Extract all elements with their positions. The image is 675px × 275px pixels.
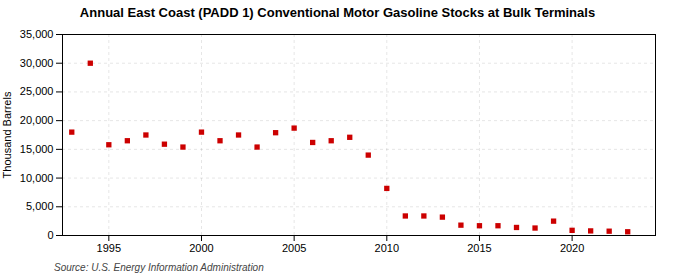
svg-text:30,000: 30,000 <box>20 57 54 69</box>
svg-text:15,000: 15,000 <box>20 143 54 155</box>
svg-text:5,000: 5,000 <box>26 200 54 212</box>
svg-text:2015: 2015 <box>467 242 491 254</box>
svg-text:2005: 2005 <box>282 242 306 254</box>
html-text:Source: U.S. Energy Informatio: Source: U.S. Energy Information Administ… <box>54 262 264 273</box>
svg-text:35,000: 35,000 <box>20 28 54 40</box>
svg-text:2010: 2010 <box>375 242 399 254</box>
svg-text:20,000: 20,000 <box>20 114 54 126</box>
svg-text:10,000: 10,000 <box>20 172 54 184</box>
svg-text:Thousand Barrels: Thousand Barrels <box>1 91 13 178</box>
svg-text:2000: 2000 <box>189 242 213 254</box>
svg-text:25,000: 25,000 <box>20 85 54 97</box>
svg-text:2020: 2020 <box>560 242 584 254</box>
svg-text:1995: 1995 <box>97 242 121 254</box>
svg-text:0: 0 <box>47 229 53 241</box>
html-text:Annual East Coast (PADD 1) Con: Annual East Coast (PADD 1) Conventional … <box>79 5 596 20</box>
